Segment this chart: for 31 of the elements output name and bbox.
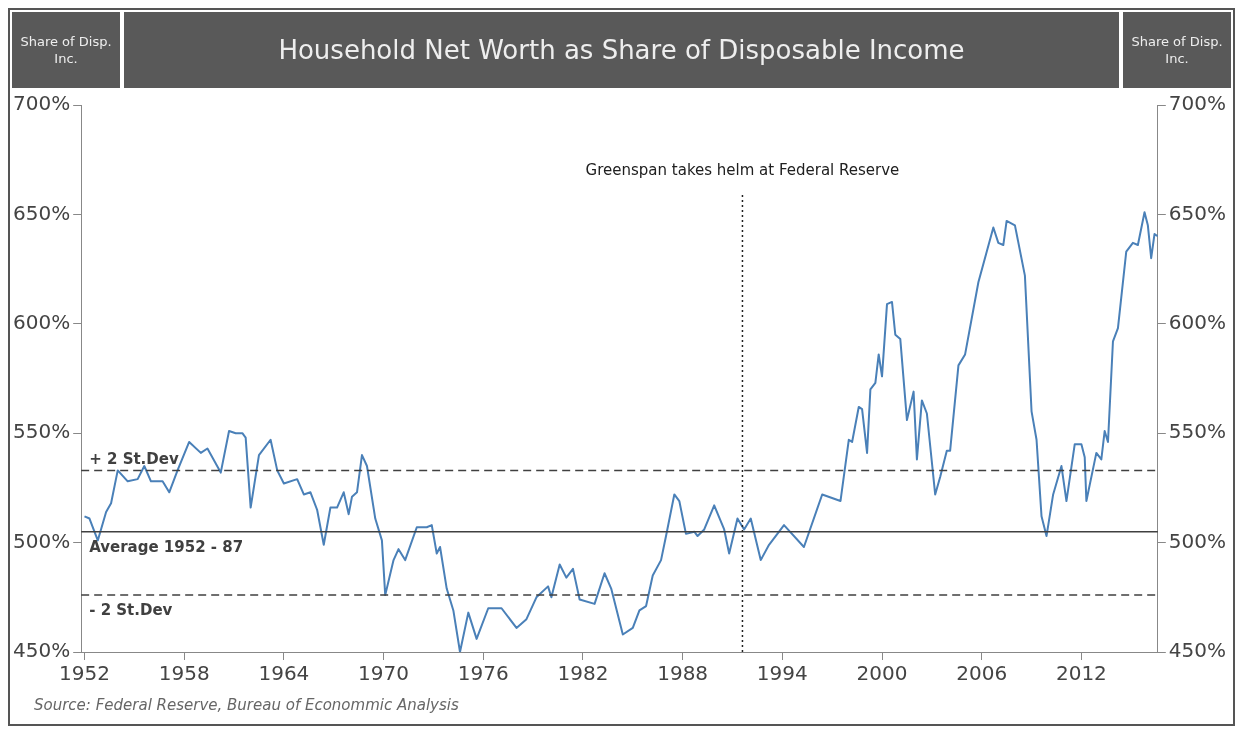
y-tick-label: 700% xyxy=(12,91,71,116)
ref-line-label: - 2 St.Dev xyxy=(89,601,173,620)
y2-tick-label: 500% xyxy=(1168,528,1227,553)
x-tick-label: 2006 xyxy=(956,661,1008,686)
y-tick-label: 600% xyxy=(12,310,71,334)
y-tick-label: 650% xyxy=(12,200,71,225)
y2-tick-label: 550% xyxy=(1168,419,1227,444)
ref-line-label: + 2 St.Dev xyxy=(89,450,179,469)
y-tick-label: 450% xyxy=(12,638,71,663)
x-tick-label: 1976 xyxy=(457,661,509,686)
x-tick-label: 1952 xyxy=(59,661,110,686)
chart-title: Household Net Worth as Share of Disposable Income xyxy=(124,12,1119,88)
x-tick-label: 2000 xyxy=(856,661,908,686)
x-tick-label: 1994 xyxy=(756,661,808,686)
y2-tick-label: 600% xyxy=(1168,310,1227,334)
x-tick-label: 1964 xyxy=(258,661,310,686)
y-tick-label: 550% xyxy=(12,419,71,444)
y2-axis-title: Share of Disp. Inc. xyxy=(1123,12,1231,88)
y-tick-label: 500% xyxy=(12,528,71,553)
x-tick-label: 1958 xyxy=(158,661,210,686)
ref-line-label: Greenspan takes helm at Federal Reserve xyxy=(585,161,900,179)
x-tick-label: 2012 xyxy=(1055,661,1107,686)
y2-tick-label: 450% xyxy=(1168,638,1227,663)
x-tick-label: 1982 xyxy=(557,661,609,686)
ref-line-label: Average 1952 - 87 xyxy=(89,537,244,556)
x-tick-label: 1988 xyxy=(657,661,709,686)
y-axis-title: Share of Disp. Inc. xyxy=(12,12,120,88)
y2-tick-label: 650% xyxy=(1168,200,1227,225)
y2-tick-label: 700% xyxy=(1168,91,1227,116)
x-tick-label: 1970 xyxy=(358,661,410,686)
source-note: Source: Federal Reserve, Bureau of Econommic Analysis xyxy=(33,695,460,716)
